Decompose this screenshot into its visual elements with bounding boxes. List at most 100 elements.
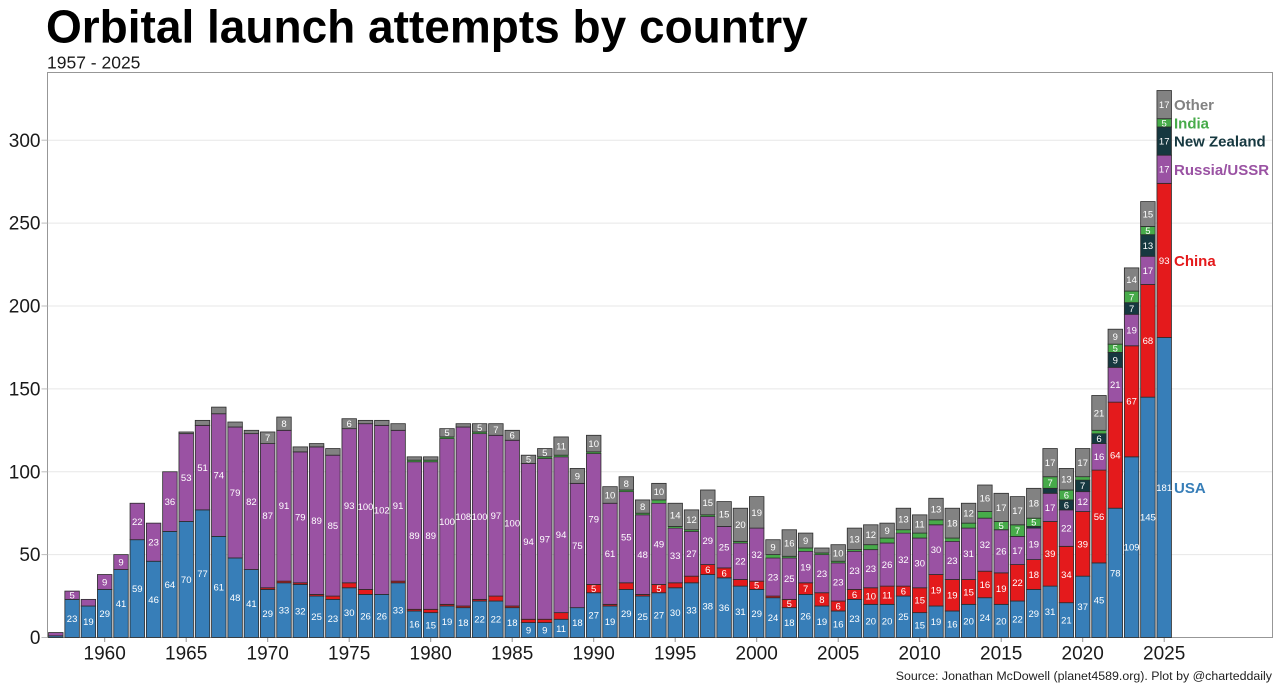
svg-text:5: 5	[1113, 344, 1118, 355]
svg-text:41: 41	[246, 599, 257, 610]
svg-text:145: 145	[1140, 513, 1156, 524]
svg-text:13: 13	[931, 504, 942, 515]
svg-text:64: 64	[1110, 451, 1121, 462]
svg-text:23: 23	[849, 566, 860, 577]
svg-text:31: 31	[963, 549, 974, 560]
svg-text:89: 89	[425, 531, 436, 542]
svg-text:89: 89	[311, 516, 322, 527]
svg-text:New Zealand: New Zealand	[1174, 134, 1266, 151]
svg-text:23: 23	[866, 564, 877, 575]
svg-text:10: 10	[588, 439, 599, 450]
svg-text:19: 19	[442, 617, 453, 628]
svg-text:Other: Other	[1174, 97, 1214, 114]
svg-text:16: 16	[409, 620, 420, 631]
svg-text:16: 16	[980, 580, 991, 591]
svg-text:100: 100	[472, 512, 488, 523]
svg-text:USA: USA	[1174, 480, 1206, 497]
svg-text:14: 14	[670, 510, 681, 521]
svg-text:17: 17	[996, 503, 1007, 514]
svg-text:9: 9	[884, 526, 889, 537]
svg-text:8: 8	[281, 419, 286, 430]
svg-text:15: 15	[719, 509, 730, 520]
svg-text:17: 17	[1045, 458, 1056, 469]
svg-text:6: 6	[721, 568, 726, 579]
svg-text:82: 82	[246, 497, 257, 508]
svg-text:61: 61	[214, 582, 225, 593]
svg-text:14: 14	[1126, 275, 1137, 286]
svg-text:18: 18	[947, 519, 958, 530]
svg-text:10: 10	[866, 591, 877, 602]
svg-text:2020: 2020	[1062, 644, 1104, 665]
svg-text:7: 7	[1015, 526, 1020, 537]
svg-text:30: 30	[670, 608, 681, 619]
svg-text:30: 30	[914, 558, 925, 569]
svg-text:19: 19	[751, 508, 762, 519]
svg-text:5: 5	[754, 581, 759, 592]
svg-text:68: 68	[1143, 336, 1154, 347]
svg-text:5: 5	[477, 423, 482, 434]
svg-text:74: 74	[214, 470, 225, 481]
svg-text:18: 18	[1029, 570, 1040, 581]
svg-text:5: 5	[69, 591, 74, 602]
svg-text:1970: 1970	[247, 644, 289, 665]
svg-text:8: 8	[624, 479, 629, 490]
svg-text:1960: 1960	[84, 644, 126, 665]
svg-text:33: 33	[393, 606, 404, 617]
svg-text:22: 22	[1012, 615, 1023, 626]
svg-text:17: 17	[1077, 458, 1088, 469]
svg-text:49: 49	[654, 539, 665, 550]
svg-text:16: 16	[833, 620, 844, 631]
svg-text:22: 22	[491, 615, 502, 626]
svg-text:85: 85	[328, 521, 339, 532]
svg-text:20: 20	[882, 616, 893, 627]
svg-text:7: 7	[1047, 478, 1052, 489]
svg-text:15: 15	[703, 498, 714, 509]
svg-text:9: 9	[542, 625, 547, 636]
svg-text:5: 5	[444, 428, 449, 439]
svg-text:23: 23	[148, 538, 159, 549]
svg-text:1975: 1975	[328, 644, 370, 665]
svg-text:19: 19	[817, 617, 828, 628]
svg-text:97: 97	[540, 534, 551, 545]
svg-text:87: 87	[262, 511, 273, 522]
svg-text:19: 19	[931, 586, 942, 597]
svg-text:79: 79	[230, 488, 241, 499]
svg-text:48: 48	[230, 593, 241, 604]
svg-text:7: 7	[265, 433, 270, 444]
svg-text:15: 15	[914, 596, 925, 607]
svg-text:31: 31	[1045, 607, 1056, 618]
svg-text:7: 7	[1129, 304, 1134, 315]
svg-text:Orbital launch attempts by cou: Orbital launch attempts by country	[46, 1, 808, 53]
svg-text:25: 25	[311, 612, 322, 623]
svg-text:9: 9	[526, 625, 531, 636]
svg-text:17: 17	[1159, 136, 1170, 147]
svg-text:10: 10	[654, 487, 665, 498]
svg-text:19: 19	[1126, 325, 1137, 336]
svg-text:6: 6	[852, 590, 857, 601]
svg-text:21: 21	[1061, 616, 1072, 627]
svg-text:20: 20	[963, 616, 974, 627]
svg-text:41: 41	[116, 599, 127, 610]
svg-text:16: 16	[980, 494, 991, 505]
svg-text:25: 25	[637, 612, 648, 623]
svg-text:108: 108	[455, 512, 471, 523]
svg-text:30: 30	[344, 608, 355, 619]
svg-text:36: 36	[719, 603, 730, 614]
svg-text:16: 16	[1094, 452, 1105, 463]
svg-text:22: 22	[132, 517, 143, 528]
svg-text:32: 32	[295, 606, 306, 617]
svg-text:13: 13	[1061, 475, 1072, 486]
svg-text:102: 102	[374, 505, 390, 516]
svg-text:0: 0	[30, 628, 41, 649]
svg-text:25: 25	[719, 543, 730, 554]
svg-text:93: 93	[344, 501, 355, 512]
svg-text:94: 94	[556, 530, 567, 541]
svg-text:75: 75	[572, 541, 583, 552]
svg-text:19: 19	[1029, 539, 1040, 550]
svg-text:27: 27	[654, 611, 665, 622]
svg-text:26: 26	[800, 611, 811, 622]
svg-text:15: 15	[963, 587, 974, 598]
svg-text:1990: 1990	[573, 644, 615, 665]
svg-text:50: 50	[19, 545, 40, 566]
svg-text:6: 6	[510, 431, 515, 442]
